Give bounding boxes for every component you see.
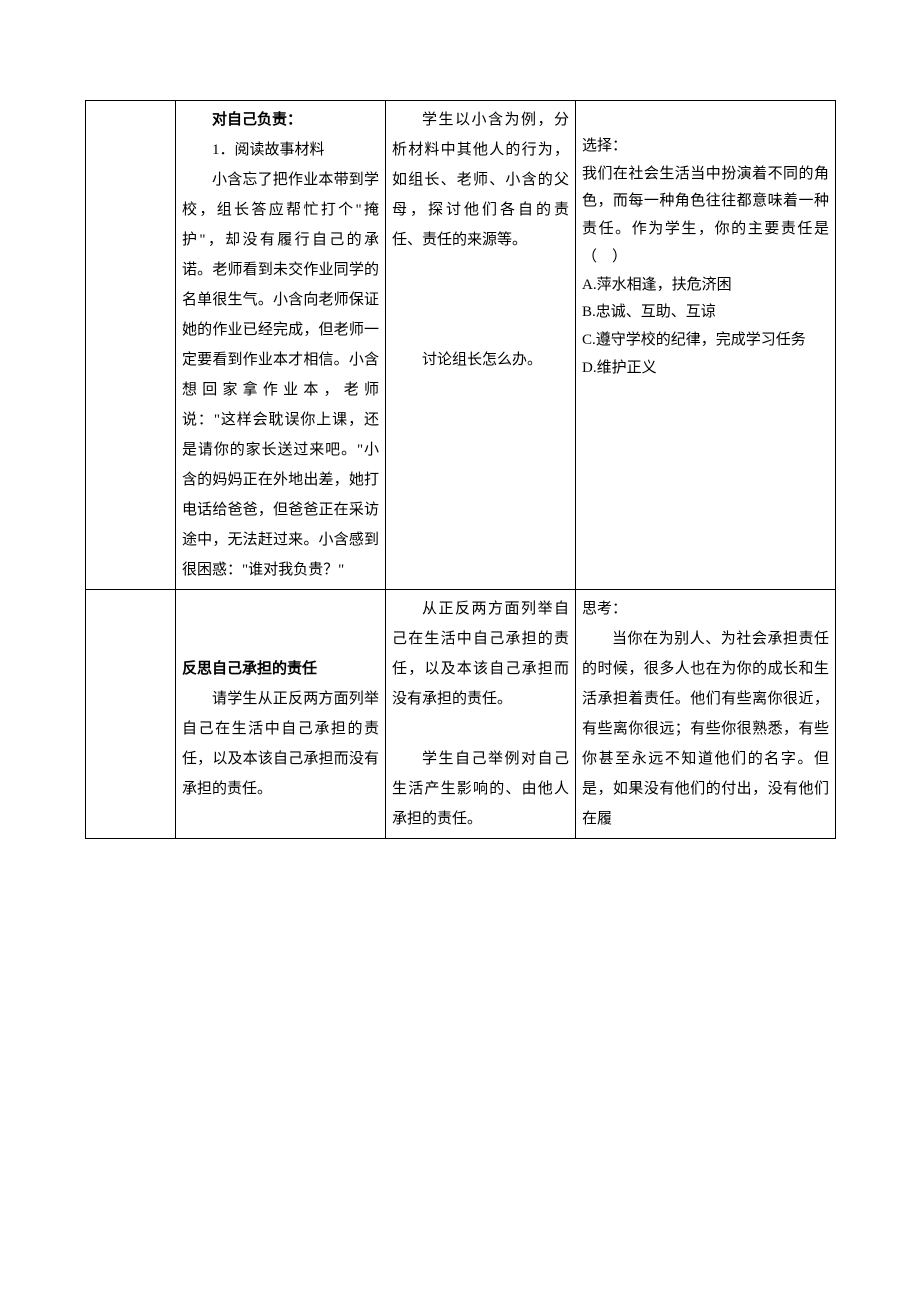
question-label: 选择：	[582, 133, 829, 161]
analysis-text: 学生以小含为例，分析材料中其他人的行为，如组长、老师、小含的父母，探讨他们各自的…	[392, 105, 569, 255]
cell-r1c3: 选择： 我们在社会生活当中扮演着不同的角色，而每一种角色往往都意味着一种责任。作…	[576, 101, 836, 590]
spacer	[582, 105, 829, 133]
option-a: A.萍水相逢，扶危济困	[582, 272, 829, 300]
spacer	[182, 594, 379, 624]
discussion-text: 讨论组长怎么办。	[392, 345, 569, 375]
para-2: 学生自己举例对自己生活产生影响的、由他人承担的责任。	[392, 744, 569, 834]
question-stem: 我们在社会生活当中扮演着不同的角色，而每一种角色往往都意味着一种责任。作为学生，…	[582, 161, 829, 272]
document-page: 对自己负责： 1．阅读故事材料 小含忘了把作业本带到学校，组长答应帮忙打个"掩护…	[0, 0, 920, 899]
body-text: 请学生从正反两方面列举自己在生活中自己承担的责任，以及本该自己承担而没有承担的责…	[182, 684, 379, 804]
spacer	[392, 285, 569, 315]
cell-r1c0	[86, 101, 176, 590]
heading: 反思自己承担的责任	[182, 654, 379, 684]
cell-r2c1: 反思自己承担的责任 请学生从正反两方面列举自己在生活中自己承担的责任，以及本该自…	[176, 590, 386, 839]
cell-r2c2: 从正反两方面列举自己在生活中自己承担的责任，以及本该自己承担而没有承担的责任。 …	[386, 590, 576, 839]
list-item: 1．阅读故事材料	[182, 135, 379, 165]
spacer	[392, 315, 569, 345]
option-c: C.遵守学校的纪律，完成学习任务	[582, 327, 829, 355]
cell-r2c0	[86, 590, 176, 839]
story-text: 小含忘了把作业本带到学校，组长答应帮忙打个"掩护"，却没有履行自己的承诺。老师看…	[182, 165, 379, 585]
spacer	[392, 714, 569, 744]
table-row: 对自己负责： 1．阅读故事材料 小含忘了把作业本带到学校，组长答应帮忙打个"掩护…	[86, 101, 836, 590]
spacer	[392, 255, 569, 285]
cell-r2c3: 思考： 当你在为别人、为社会承担责任的时候，很多人也在为你的成长和生活承担着责任…	[576, 590, 836, 839]
option-b: B.忠诚、互助、互谅	[582, 299, 829, 327]
heading: 对自己负责：	[182, 105, 379, 135]
spacer	[182, 624, 379, 654]
para-1: 从正反两方面列举自己在生活中自己承担的责任，以及本该自己承担而没有承担的责任。	[392, 594, 569, 714]
table-row: 反思自己承担的责任 请学生从正反两方面列举自己在生活中自己承担的责任，以及本该自…	[86, 590, 836, 839]
cell-r1c2: 学生以小含为例，分析材料中其他人的行为，如组长、老师、小含的父母，探讨他们各自的…	[386, 101, 576, 590]
think-label: 思考：	[582, 594, 829, 624]
option-d: D.维护正义	[582, 355, 829, 383]
cell-r1c1: 对自己负责： 1．阅读故事材料 小含忘了把作业本带到学校，组长答应帮忙打个"掩护…	[176, 101, 386, 590]
lesson-table: 对自己负责： 1．阅读故事材料 小含忘了把作业本带到学校，组长答应帮忙打个"掩护…	[85, 100, 836, 839]
think-body: 当你在为别人、为社会承担责任的时候，很多人也在为你的成长和生活承担着责任。他们有…	[582, 624, 829, 834]
